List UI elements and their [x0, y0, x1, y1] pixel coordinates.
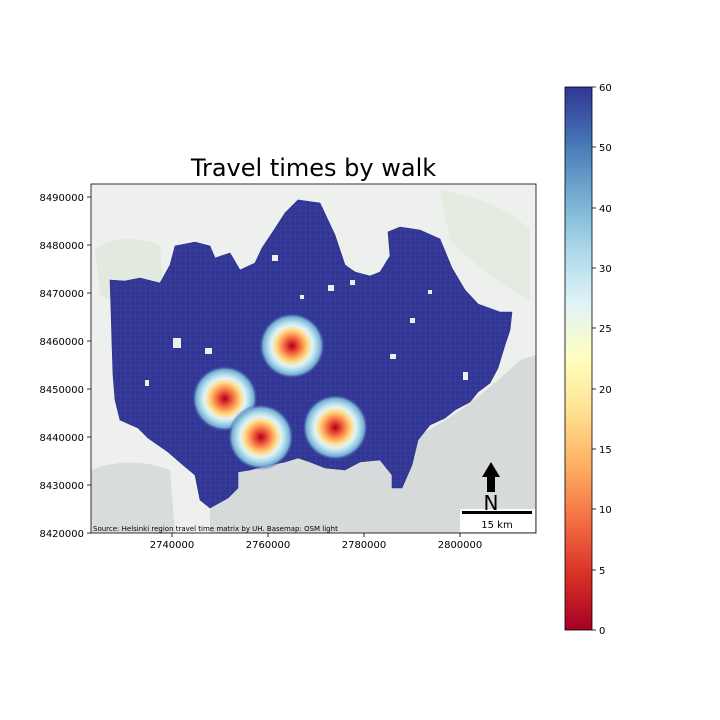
grid-gaps: [145, 255, 468, 386]
colorbar-tick-label: 5: [599, 566, 605, 577]
colorbar-tick-label: 0: [599, 626, 605, 637]
x-tick-label: 2800000: [438, 540, 483, 551]
north-arrow: N: [482, 462, 500, 515]
colorbar-tick: 50: [592, 143, 612, 154]
colorbar-tick: 40: [592, 204, 612, 215]
y-tick: 8450000: [39, 385, 91, 396]
y-tick-label: 8430000: [39, 481, 84, 492]
x-tick-label: 2780000: [342, 540, 387, 551]
colorbar-tick: 30: [592, 264, 612, 275]
x-tick: 2760000: [246, 533, 291, 551]
colorbar-tick-label: 15: [599, 445, 612, 456]
x-axis: 2740000 2760000 2780000 2800000: [150, 533, 483, 551]
colorbar: 60 50 40 30 25 20 15 10: [564, 83, 612, 637]
map-title: Travel times by walk: [190, 154, 436, 182]
colorbar-tick: 60: [592, 83, 612, 94]
colorbar-tick-label: 50: [599, 143, 612, 154]
colorbar-tick: 25: [592, 324, 612, 335]
scale-bar: 15 km: [460, 509, 535, 532]
y-tick-label: 8480000: [39, 241, 84, 252]
basemap-sea: [91, 462, 175, 533]
y-tick: 8430000: [39, 481, 91, 492]
colorbar-tick-label: 20: [599, 385, 612, 396]
north-label: N: [484, 491, 499, 515]
hotspot-1: [259, 312, 325, 379]
x-tick: 2780000: [342, 533, 387, 551]
colorbar-tick-label: 10: [599, 505, 612, 516]
colorbar-tick: 20: [592, 385, 612, 396]
basemap-green-area: [440, 190, 530, 300]
basemap-sea: [210, 355, 536, 533]
x-tick: 2800000: [438, 533, 483, 551]
y-axis: 8490000 8480000 8470000 8460000 8450000 …: [39, 193, 91, 540]
y-tick-label: 8450000: [39, 385, 84, 396]
y-tick-label: 8470000: [39, 289, 84, 300]
y-tick-label: 8440000: [39, 433, 84, 444]
map-frame: [90, 183, 537, 534]
map-attribution: Source: Helsinki region travel time matr…: [93, 525, 338, 533]
hotspot-3: [227, 404, 294, 470]
colorbar-tick: 10: [592, 505, 612, 516]
y-tick: 8480000: [39, 241, 91, 252]
colorbar-tick: 15: [592, 445, 612, 456]
scale-bar-label: 15 km: [481, 520, 512, 531]
colorbar-gradient: [564, 86, 593, 631]
y-tick-label: 8490000: [39, 193, 84, 204]
colorbar-tick-label: 60: [599, 83, 612, 94]
y-tick: 8490000: [39, 193, 91, 204]
x-tick: 2740000: [150, 533, 195, 551]
y-tick: 8440000: [39, 433, 91, 444]
y-tick-label: 8460000: [39, 337, 84, 348]
travel-time-hotspots: [191, 312, 369, 470]
colorbar-tick-label: 40: [599, 204, 612, 215]
x-tick-label: 2740000: [150, 540, 195, 551]
y-tick: 8460000: [39, 337, 91, 348]
y-tick: 8470000: [39, 289, 91, 300]
x-tick-label: 2760000: [246, 540, 291, 551]
map-panel[interactable]: Source: Helsinki region travel time matr…: [91, 184, 536, 533]
hotspot-4: [302, 394, 369, 461]
colorbar-tick: 0: [592, 626, 605, 637]
y-tick: 8420000: [39, 529, 91, 540]
north-arrow-icon: [482, 462, 500, 492]
colorbar-tick-label: 25: [599, 324, 612, 335]
colorbar-tick-label: 30: [599, 264, 612, 275]
colorbar-tick: 5: [592, 566, 605, 577]
y-tick-label: 8420000: [39, 529, 84, 540]
